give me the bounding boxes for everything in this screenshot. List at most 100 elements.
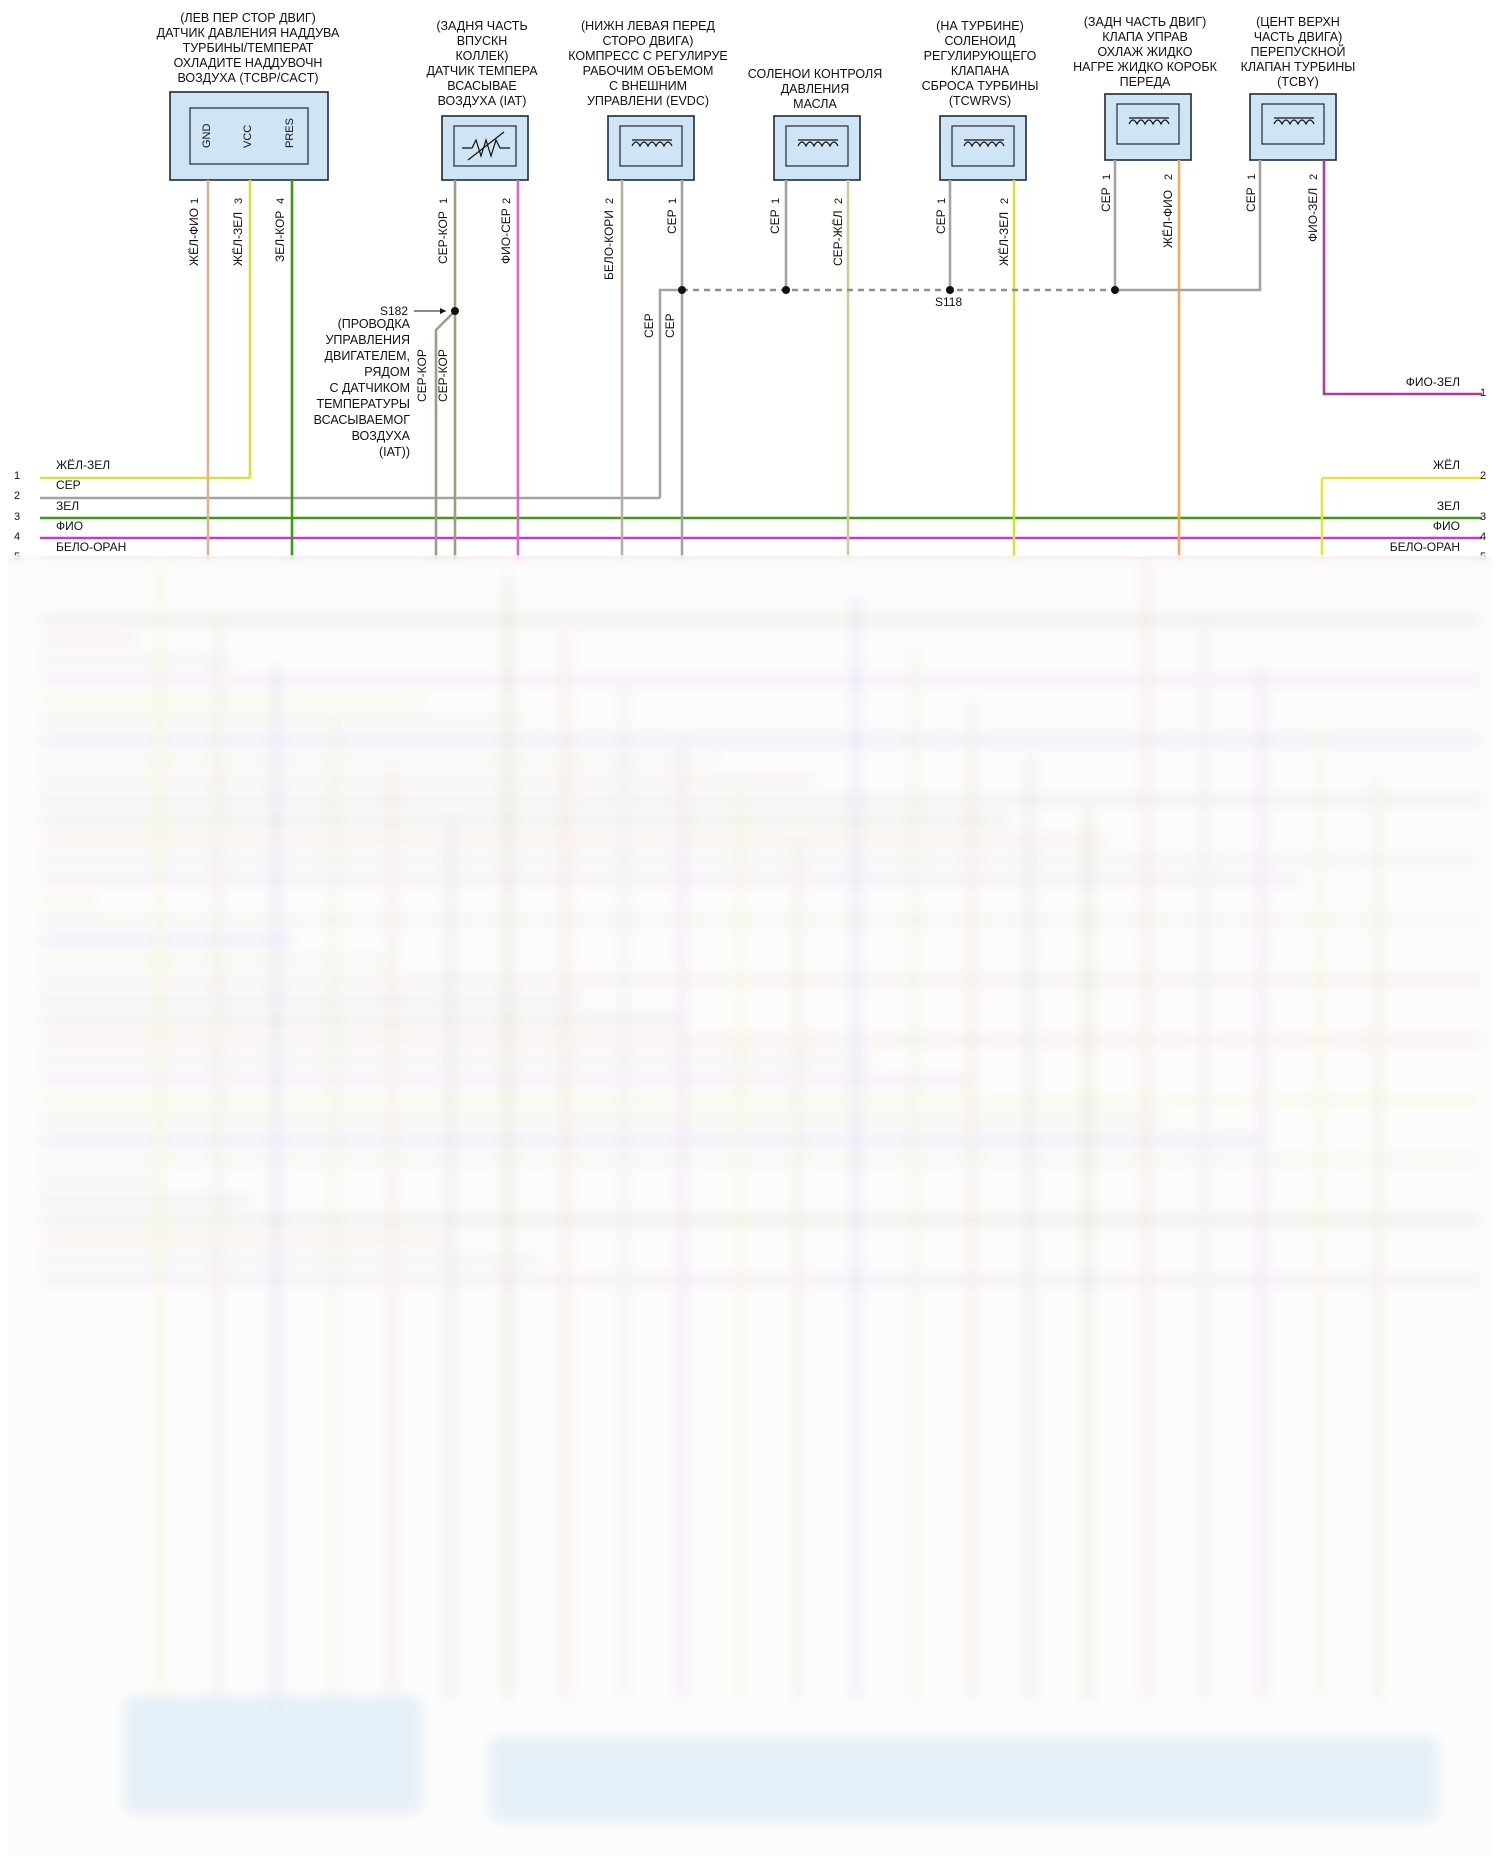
tcbp-pin-3: 3 bbox=[233, 198, 245, 204]
caption-line: ДАВЛЕНИЯ bbox=[781, 82, 850, 96]
caption-line: УПРАВЛЕНИ (EVDC) bbox=[587, 94, 709, 108]
caption-line: КОМПРЕСС С РЕГУЛИРУЕ bbox=[568, 49, 727, 63]
bus-right-num-2: 2 bbox=[1480, 470, 1486, 482]
caption-line: ТУРБИНЫ/ТЕМПЕРАТ bbox=[183, 41, 314, 55]
bus-left-wire-3: ЗЕЛ bbox=[56, 499, 79, 513]
evdc-solenoid bbox=[607, 115, 695, 181]
evdc-pin-2: 2 bbox=[604, 198, 616, 204]
tcwrvs-pin-1: 1 bbox=[936, 198, 948, 204]
bus-left-wire-4: ФИО bbox=[56, 519, 83, 533]
caption-line: МАСЛА bbox=[793, 97, 837, 111]
coolant-pins: 1 2 СЕР ЖЁЛ-ФИО bbox=[1099, 174, 1175, 248]
tcbp-wire-1: ЖЁЛ-ФИО bbox=[187, 208, 201, 266]
caption-line: ДАТЧИК ТЕМПЕРА bbox=[426, 64, 538, 78]
caption-line: (TCBY) bbox=[1277, 75, 1319, 89]
caption-line: ВПУСКН bbox=[457, 34, 508, 48]
caption-line: (ЗАДН ЧАСТЬ ДВИГ) bbox=[1084, 15, 1206, 29]
evdc-wire-1: СЕР bbox=[665, 209, 679, 234]
tcbp-terminal-pres: PRES bbox=[284, 118, 296, 148]
caption-line: ВОЗДУХА (IAT) bbox=[438, 94, 527, 108]
caption-line: (IAT)) bbox=[379, 445, 410, 459]
caption-line: ПЕРЕПУСКНОЙ bbox=[1251, 44, 1346, 59]
tcby-wire-1: СЕР bbox=[1244, 187, 1258, 212]
caption-line: (НИЖН ЛЕВАЯ ПЕРЕД bbox=[581, 19, 716, 33]
iat-wire-2: ФИО-СЕР bbox=[499, 208, 513, 264]
coolant-wire-1: СЕР bbox=[1099, 187, 1113, 212]
iat-sensor bbox=[441, 115, 529, 181]
blurred-region bbox=[8, 555, 1492, 1855]
bus-left-num-1: 1 bbox=[14, 470, 20, 482]
caption-tcbp: (ЛЕВ ПЕР СТОР ДВИГ)ДАТЧИК ДАВЛЕНИЯ НАДДУ… bbox=[157, 11, 340, 85]
caption-line: (ЦЕНТ ВЕРХН bbox=[1256, 15, 1340, 29]
oil-pin-1: 1 bbox=[770, 198, 782, 204]
tcwrvs-pins: 1 2 СЕР ЖЁЛ-ЗЕЛ bbox=[934, 198, 1011, 266]
coolant-wire-2: ЖЁЛ-ФИО bbox=[1161, 190, 1175, 248]
oil-pins: 1 2 СЕР СЕР-ЖЁЛ bbox=[768, 198, 845, 266]
caption-tcwrvs: (НА ТУРБИНЕ)СОЛЕНОИДРЕГУЛИРУЮЩЕГОКЛАПАНА… bbox=[922, 19, 1039, 108]
caption-line: ВСАСЫВАЕМОГ bbox=[314, 413, 411, 427]
caption-line: СОЛЕНОИД bbox=[944, 34, 1016, 48]
coolant-pin-1: 1 bbox=[1101, 174, 1113, 180]
tcby-wire-pin2 bbox=[1322, 160, 1482, 396]
bus-right-wire-5: БЕЛО-ОРАН bbox=[1390, 540, 1460, 554]
s118-label: S118 bbox=[935, 295, 962, 309]
tcby-pins: 1 2 СЕР ФИО-ЗЕЛ bbox=[1244, 174, 1320, 242]
tcby-pin-2: 2 bbox=[1308, 174, 1320, 180]
s118-wire-a: СЕР bbox=[642, 313, 656, 338]
oil-wire-1: СЕР bbox=[768, 209, 782, 234]
tcbp-wire-3: ЖЁЛ-ЗЕЛ bbox=[231, 212, 245, 266]
caption-line: (ПРОВОДКА bbox=[338, 317, 411, 331]
tcbp-pin-4: 4 bbox=[275, 198, 287, 204]
caption-line: (ЗАДНЯ ЧАСТЬ bbox=[436, 19, 527, 33]
caption-line: (ЛЕВ ПЕР СТОР ДВИГ) bbox=[180, 11, 316, 25]
oil-solenoid bbox=[773, 115, 861, 181]
right-connector: ФИО-ЗЕЛ 1 bbox=[1406, 375, 1486, 399]
caption-line: СОЛЕНОИ КОНТРОЛЯ bbox=[748, 67, 883, 81]
bus-left-wire-1: ЖЁЛ-ЗЕЛ bbox=[56, 458, 110, 472]
tcwrvs-pin-2: 2 bbox=[999, 198, 1011, 204]
oil-wire-2: СЕР-ЖЁЛ bbox=[831, 210, 845, 266]
tcbp-wire-4: ЗЕЛ-КОР bbox=[273, 211, 287, 262]
bus-left-labels: 1 ЖЁЛ-ЗЕЛ 2 СЕР 3 ЗЕЛ 4 ФИО 5 БЕЛО-ОРАН bbox=[14, 458, 126, 563]
coolant-pin-2: 2 bbox=[1163, 174, 1175, 180]
s182-label: S182 bbox=[380, 304, 408, 318]
caption-line: НАГРЕ ЖИДКО КОРОБК bbox=[1073, 60, 1217, 74]
tcwrvs-wire-2: ЖЁЛ-ЗЕЛ bbox=[997, 212, 1011, 266]
caption-line: (TCWRVS) bbox=[949, 94, 1011, 108]
tcby-pin-1: 1 bbox=[1246, 174, 1258, 180]
caption-line: ДВИГАТЕЛЕМ, bbox=[325, 349, 410, 363]
splice-s118: S118 СЕР СЕР bbox=[642, 286, 1119, 338]
oil-pin-2: 2 bbox=[833, 198, 845, 204]
s182-wire-b: СЕР-КОР bbox=[436, 349, 450, 402]
caption-line: РАБОЧИМ ОБЪЕМОМ bbox=[583, 64, 714, 78]
tcby-valve bbox=[1249, 93, 1337, 161]
bus-left-num-2: 2 bbox=[14, 490, 20, 502]
caption-line: КЛАПАНА bbox=[951, 64, 1010, 78]
evdc-feed bbox=[658, 288, 682, 498]
caption-line: ПЕРЕДА bbox=[1120, 75, 1171, 89]
tcwrvs-wire-1: СЕР bbox=[934, 209, 948, 234]
tcbp-terminal-gnd: GND bbox=[201, 124, 213, 149]
caption-s182: (ПРОВОДКА УПРАВЛЕНИЯ ДВИГАТЕЛЕМ, РЯДОМ С ДАТ… bbox=[314, 317, 411, 459]
iat-wire-pin1 bbox=[434, 180, 457, 560]
evdc-pins: 2 1 БЕЛО-КОРИ СЕР bbox=[602, 198, 679, 280]
coolant-valve bbox=[1104, 93, 1192, 161]
iat-pin-2: 2 bbox=[501, 198, 513, 204]
bus-left-num-3: 3 bbox=[14, 511, 20, 523]
iat-wire-1: СЕР-КОР bbox=[436, 211, 450, 264]
right-connector-pin: 1 bbox=[1480, 387, 1486, 399]
s118-wire-b: СЕР bbox=[663, 313, 677, 338]
bus-left-num-4: 4 bbox=[14, 531, 20, 543]
bus-left-wire-5: БЕЛО-ОРАН bbox=[56, 540, 126, 554]
caption-line: РЕГУЛИРУЮЩЕГО bbox=[924, 49, 1037, 63]
evdc-pin-1: 1 bbox=[667, 198, 679, 204]
caption-line: ВОЗДУХА bbox=[352, 429, 411, 443]
bus-left-wire-2: СЕР bbox=[56, 478, 81, 492]
caption-line: СТОРО ДВИГА) bbox=[603, 34, 694, 48]
iat-pins: 1 2 СЕР-КОР ФИО-СЕР bbox=[436, 198, 513, 264]
tcwrvs-solenoid bbox=[939, 115, 1027, 181]
splice-s182: S182 СЕР-КОР СЕР-КОР bbox=[380, 304, 459, 402]
wire-layer bbox=[40, 160, 1482, 560]
